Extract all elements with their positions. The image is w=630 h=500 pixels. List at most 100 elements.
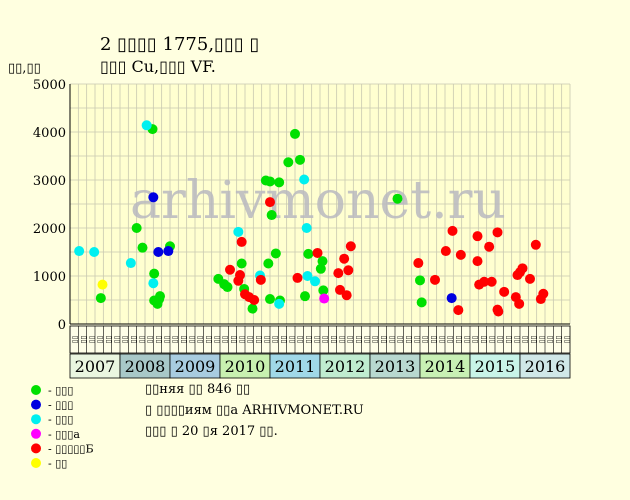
data-point <box>302 271 313 281</box>
month-tick-label: ▯▯ <box>321 336 329 344</box>
y-tick-label: 1000 <box>33 270 66 285</box>
month-tick-label: ▯▯ <box>288 336 296 344</box>
month-tick-label: ▯▯ <box>388 336 396 344</box>
year-label: 2014 <box>425 357 466 376</box>
month-tick-label: ▯▯ <box>213 336 221 344</box>
year-label: 2013 <box>375 357 416 376</box>
year-label: 2016 <box>525 357 566 376</box>
data-point <box>141 120 152 131</box>
data-point <box>225 264 235 275</box>
watermark-text: arhivmonet.ru <box>130 171 506 231</box>
data-point <box>222 282 233 293</box>
month-tick-label: ▯▯ <box>338 336 346 344</box>
data-point <box>236 258 247 269</box>
legend-marker <box>31 385 41 395</box>
data-point <box>299 174 310 185</box>
month-tick-label: ▯▯ <box>255 336 263 344</box>
data-point <box>345 241 356 252</box>
data-point <box>310 276 320 287</box>
data-point <box>472 231 483 242</box>
month-tick-label: ▯▯ <box>146 336 154 344</box>
data-point <box>155 291 165 302</box>
data-point <box>430 274 440 285</box>
legend-label: - ▯▯▯▯▯Б <box>48 442 94 455</box>
month-tick-label: ▯▯ <box>230 336 238 344</box>
year-box <box>519 353 571 379</box>
data-point <box>292 272 303 283</box>
data-points <box>74 120 549 317</box>
month-tick-label: ▯▯ <box>396 336 404 344</box>
year-box <box>369 353 421 379</box>
data-point <box>413 258 424 269</box>
month-tick-label: ▯▯ <box>163 336 171 344</box>
data-point <box>525 273 535 284</box>
data-point <box>493 306 504 317</box>
month-tick-label: ▯▯ <box>480 336 488 344</box>
data-point <box>236 236 247 247</box>
data-point <box>295 154 305 165</box>
month-tick-label: ▯▯ <box>296 336 304 344</box>
year-label: 2012 <box>325 357 366 376</box>
axes <box>69 84 570 325</box>
y-tick-label: 2000 <box>33 222 66 237</box>
year-box <box>469 353 521 379</box>
y-tick-label: 3000 <box>33 174 66 189</box>
year-box <box>319 353 371 379</box>
month-tick-label: ▯▯ <box>463 336 471 344</box>
data-point <box>137 242 148 253</box>
data-point <box>95 293 106 304</box>
data-point <box>341 290 352 301</box>
month-tick-label: ▯▯ <box>271 336 279 344</box>
month-tick-label: ▯▯ <box>371 336 379 344</box>
month-tick-label: ▯▯ <box>346 336 354 344</box>
data-point <box>312 247 323 258</box>
data-point <box>318 285 329 296</box>
legend-marker <box>31 428 41 439</box>
data-point <box>265 294 275 305</box>
data-point <box>263 258 274 269</box>
data-point <box>249 295 260 305</box>
data-point <box>415 275 425 286</box>
data-point <box>283 157 294 168</box>
year-box <box>169 353 221 379</box>
month-tick-label: ▯▯ <box>355 336 363 344</box>
month-tick-label: ▯▯ <box>196 336 204 344</box>
data-point <box>486 276 497 287</box>
legend-label: - ▯▯▯ <box>48 399 73 412</box>
note-line-3: ▯▯▯ ▯ 20 ▯я 2017 ▯▯. <box>145 424 278 439</box>
legend-marker <box>31 414 41 425</box>
data-point <box>148 278 159 289</box>
month-tick-label: ▯▯ <box>496 336 504 344</box>
legend-label: - ▯▯ <box>48 457 67 470</box>
month-tick-label: ▯▯ <box>188 336 196 344</box>
data-point <box>335 284 345 295</box>
year-label: 2008 <box>125 357 166 376</box>
note-line-2: ▯ ▯▯▯▯иям ▯▯а ARHIVMONET.RU <box>145 403 364 418</box>
year-label: 2010 <box>225 357 266 376</box>
month-tick-label: ▯▯ <box>455 336 463 344</box>
year-box <box>219 353 271 379</box>
data-point <box>484 241 495 252</box>
legend-marker <box>31 399 41 410</box>
month-tick-label: ▯▯ <box>121 336 129 344</box>
data-point <box>89 247 100 257</box>
data-point <box>290 128 300 139</box>
data-point <box>163 246 174 257</box>
month-tick-label: ▯▯ <box>438 336 446 344</box>
data-point <box>274 177 285 188</box>
month-tick-label: ▯▯ <box>530 336 538 344</box>
month-tick-label: ▯▯ <box>313 336 321 344</box>
month-tick-label: ▯▯ <box>105 336 113 344</box>
month-tick-label: ▯▯ <box>380 336 388 344</box>
data-point <box>148 192 159 203</box>
data-point <box>153 247 164 257</box>
data-point <box>343 265 354 276</box>
legend-label: - ▯▯▯а <box>48 428 80 441</box>
month-tick-label: ▯▯ <box>238 336 246 344</box>
data-point <box>446 293 457 304</box>
data-point <box>265 176 275 187</box>
data-point <box>479 276 490 287</box>
month-tick-label: ▯▯ <box>555 336 563 344</box>
data-point <box>274 298 285 309</box>
